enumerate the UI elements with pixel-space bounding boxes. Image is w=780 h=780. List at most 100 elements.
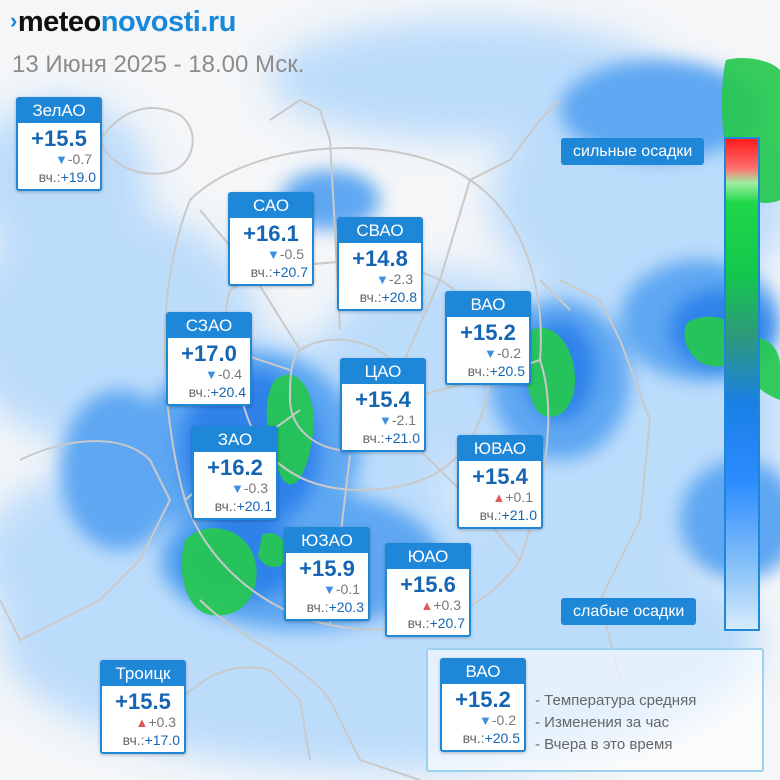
district-temperature: +17.0 [181,341,237,366]
district-name: Троицк [102,662,184,686]
district-temperature: +15.2 [455,687,511,712]
legend-line-hourly-change: - Изменения за час [535,714,670,731]
yesterday-temperature: вч.:+20.1 [194,497,276,515]
yesterday-value: +17.0 [144,732,180,748]
hourly-change-value: -0.2 [491,712,516,728]
district-name: ЗАО [194,428,276,452]
district-temperature: +14.8 [352,246,408,271]
yesterday-temperature: вч.:+20.8 [339,288,421,306]
district-temperature: +16.1 [243,221,299,246]
yesterday-prefix: вч.: [359,289,382,305]
logo-text-part2: novosti.ru [100,6,237,38]
legend-descriptions: - Температура средняя - Изменения за час… [535,690,696,756]
yesterday-prefix: вч.: [122,732,145,748]
district-name: ЮЗАО [286,529,368,553]
trend-arrow-icon: ▼ [205,367,218,382]
hourly-change: ▼-0.2 [442,712,524,729]
trend-arrow-icon: ▲ [420,598,434,613]
yesterday-value: +20.8 [381,289,417,305]
yesterday-prefix: вч.: [38,169,61,185]
hourly-change: ▼-0.5 [230,246,312,263]
hourly-change: ▼-2.1 [342,412,424,429]
scale-label-heavy: сильные осадки [561,138,705,165]
district-name: ЦАО [342,360,424,384]
trend-arrow-icon: ▼ [479,713,492,728]
district-card-szao: СЗАО +17.0 ▼-0.4 вч.:+20.4 [166,312,252,406]
scale-label-light: слабые осадки [561,598,697,625]
yesterday-temperature: вч.:+21.0 [459,506,541,524]
hourly-change-value: -0.4 [217,366,242,382]
yesterday-value: +20.5 [489,363,525,379]
yesterday-value: +20.3 [328,599,364,615]
district-name: ЗелАО [18,99,100,123]
forecast-datetime: 13 Июня 2025 - 18.00 Мск. [12,51,305,78]
hourly-change: ▲+0.3 [387,597,469,614]
yesterday-value: +20.7 [272,264,308,280]
trend-arrow-icon: ▼ [484,346,497,361]
yesterday-prefix: вч.: [362,430,385,446]
yesterday-value: +19.0 [60,169,96,185]
trend-arrow-icon: ▼ [231,481,244,496]
logo-mark: › [10,8,17,33]
trend-arrow-icon: ▼ [267,247,280,262]
yesterday-temperature: вч.:+17.0 [102,731,184,749]
district-temperature: +15.6 [400,572,456,597]
hourly-change-value: -0.5 [279,246,304,262]
yesterday-value: +20.4 [210,384,246,400]
district-card-yuzao: ЮЗАО +15.9 ▼-0.1 вч.:+20.3 [284,527,370,621]
trend-arrow-icon: ▼ [379,413,392,428]
yesterday-value: +20.1 [236,498,272,514]
yesterday-temperature: вч.:+20.7 [230,263,312,281]
district-card-zao: ЗАО +16.2 ▼-0.3 вч.:+20.1 [192,426,278,520]
district-card-zelao: ЗелАО +15.5 ▼-0.7 вч.:+19.0 [16,97,102,191]
yesterday-prefix: вч.: [306,599,329,615]
hourly-change-value: -0.2 [496,345,521,361]
district-temperature: +15.4 [355,387,411,412]
yesterday-value: +20.7 [429,615,465,631]
logo-text-part1: meteo [17,6,101,38]
yesterday-prefix: вч.: [214,498,237,514]
district-temperature: +15.2 [460,320,516,345]
yesterday-temperature: вч.:+21.0 [342,429,424,447]
hourly-change-value: -2.1 [391,412,416,428]
yesterday-prefix: вч.: [467,363,490,379]
district-temperature: +15.9 [299,556,355,581]
hourly-change-value: -0.1 [335,581,360,597]
hourly-change: ▼-0.3 [194,480,276,497]
trend-arrow-icon: ▼ [55,152,68,167]
yesterday-value: +21.0 [384,430,420,446]
hourly-change-value: +0.1 [505,489,533,505]
district-name: СВАО [339,219,421,243]
hourly-change: ▼-0.1 [286,581,368,598]
yesterday-temperature: вч.:+20.7 [387,614,469,632]
district-name: ВАО [447,293,529,317]
precipitation-scale-bar [724,137,760,631]
district-temperature: +16.2 [207,455,263,480]
yesterday-temperature: вч.:+19.0 [18,168,100,186]
district-card-sao: САО +16.1 ▼-0.5 вч.:+20.7 [228,192,314,286]
yesterday-temperature: вч.:+20.5 [447,362,529,380]
district-card-vao: ВАО +15.2 ▼-0.2 вч.:+20.5 [445,291,531,385]
yesterday-temperature: вч.:+20.5 [442,729,524,747]
hourly-change-value: -0.7 [67,151,92,167]
yesterday-prefix: вч.: [407,615,430,631]
district-name: ВАО [442,660,524,684]
hourly-change: ▼-0.7 [18,151,100,168]
trend-arrow-icon: ▼ [323,582,336,597]
trend-arrow-icon: ▼ [376,272,389,287]
hourly-change: ▼-0.2 [447,345,529,362]
yesterday-temperature: вч.:+20.3 [286,598,368,616]
trend-arrow-icon: ▲ [492,490,506,505]
yesterday-value: +21.0 [501,507,537,523]
hourly-change: ▲+0.1 [459,489,541,506]
hourly-change-value: +0.3 [433,597,461,613]
district-name: ЮВАО [459,437,541,461]
legend-line-temperature: - Температура средняя [535,692,697,709]
hourly-change-value: +0.3 [148,714,176,730]
district-card-yuvao: ЮВАО +15.4 ▲+0.1 вч.:+21.0 [457,435,543,529]
district-name: СЗАО [168,314,250,338]
hourly-change: ▼-2.3 [339,271,421,288]
district-card-svao: СВАО +14.8 ▼-2.3 вч.:+20.8 [337,217,423,311]
legend-sample-card: ВАО +15.2 ▼-0.2 вч.:+20.5 [440,658,526,752]
